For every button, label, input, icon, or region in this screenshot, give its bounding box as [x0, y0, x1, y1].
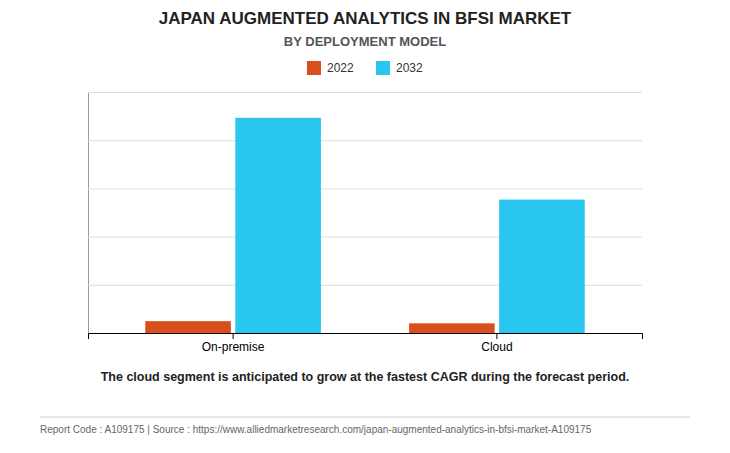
legend-label: 2032 [396, 61, 423, 75]
title: JAPAN AUGMENTED ANALYTICS IN BFSI MARKET [159, 9, 572, 28]
y-axis [88, 93, 642, 334]
legend-item: 2032 [376, 61, 423, 75]
legend: 2022 2032 [307, 61, 423, 75]
bar [499, 200, 585, 333]
y-tick [88, 92, 642, 93]
bar [409, 323, 495, 333]
plot: On-premise Cloud [88, 93, 643, 354]
legend-label: 2022 [327, 61, 354, 75]
x-tick-label: Cloud [481, 340, 512, 354]
legend-swatch [376, 61, 390, 75]
footer: Report Code : A109175 | Source : https:/… [40, 424, 592, 435]
footer-separator [40, 417, 690, 418]
x-tick-line [496, 333, 497, 339]
x-tick: Cloud [481, 333, 512, 354]
x-axis-line [89, 334, 643, 340]
grid-line [88, 188, 642, 189]
y-tick [88, 188, 642, 189]
x-tick-label: On-premise [202, 340, 265, 354]
bars [145, 118, 584, 333]
subtitle: BY DEPLOYMENT MODEL [284, 34, 446, 49]
bar [145, 321, 231, 333]
legend-swatch [307, 61, 321, 75]
x-axis: On-premise Cloud [89, 333, 643, 354]
series [235, 118, 584, 333]
y-tick [88, 140, 642, 141]
grid-line [88, 140, 642, 141]
legend-item: 2022 [307, 61, 354, 75]
grid-line [88, 92, 642, 93]
x-tick: On-premise [202, 333, 265, 354]
x-tick-line [233, 333, 234, 339]
y-axis-line [89, 93, 643, 334]
annotation: The cloud segment is anticipated to grow… [101, 370, 630, 384]
bar [235, 118, 321, 333]
chart: JAPAN AUGMENTED ANALYTICS IN BFSI MARKET… [0, 0, 730, 453]
